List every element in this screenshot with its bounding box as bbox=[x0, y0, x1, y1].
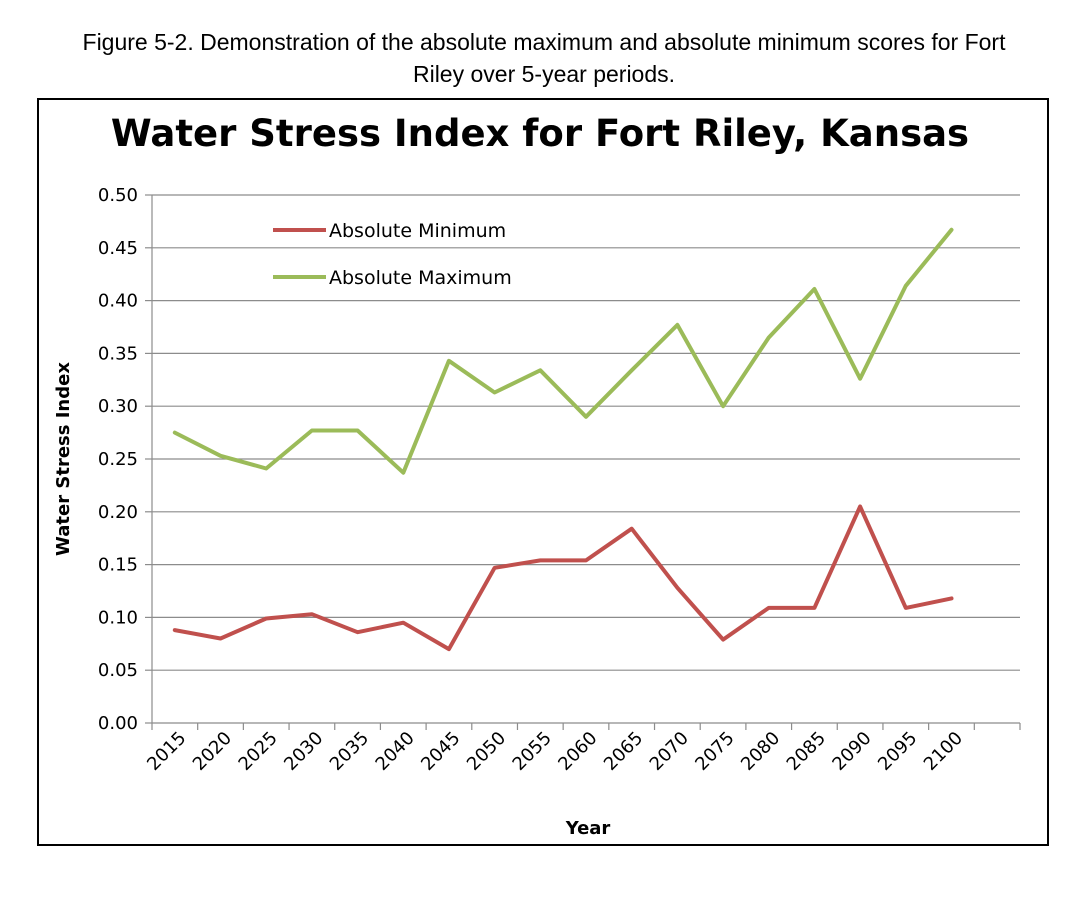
x-tick-label: 2015 bbox=[143, 728, 190, 775]
chart-frame bbox=[37, 98, 1049, 846]
x-tick-labels: 2015202020252030203520402045205020552060… bbox=[143, 728, 967, 775]
x-tick-label: 2065 bbox=[600, 728, 647, 775]
legend-label-absolute-maximum: Absolute Maximum bbox=[329, 267, 512, 289]
x-tick-label: 2055 bbox=[509, 728, 556, 775]
x-tick-label: 2025 bbox=[235, 728, 282, 775]
caption-line-2: Riley over 5-year periods. bbox=[412, 61, 676, 87]
x-tick-label: 2040 bbox=[372, 728, 419, 775]
x-tick-label: 2030 bbox=[280, 728, 327, 775]
x-tick-label: 2095 bbox=[874, 728, 921, 775]
x-tick-label: 2035 bbox=[326, 728, 373, 775]
axes bbox=[145, 194, 1021, 730]
x-tick-label: 2090 bbox=[828, 728, 875, 775]
y-tick-label: 0.00 bbox=[98, 713, 138, 734]
series-line-absolute-maximum bbox=[172, 227, 954, 475]
series-lines bbox=[172, 227, 954, 652]
y-axis-title: Water Stress Index bbox=[53, 362, 74, 556]
legend: Absolute Minimum Absolute Maximum bbox=[273, 220, 512, 289]
series-line-absolute-minimum bbox=[172, 504, 954, 652]
y-tick-label: 0.40 bbox=[98, 291, 138, 312]
x-tick-label: 2020 bbox=[189, 728, 236, 775]
figure-caption: Figure 5-2. Demonstration of the absolut… bbox=[10, 26, 1078, 90]
x-tick-label: 2050 bbox=[463, 728, 510, 775]
x-tick-label: 2085 bbox=[783, 728, 830, 775]
y-tick-label: 0.35 bbox=[98, 343, 138, 364]
x-axis-title: Year bbox=[565, 818, 611, 839]
chart-title: Water Stress Index for Fort Riley, Kansa… bbox=[111, 112, 969, 155]
y-tick-label: 0.30 bbox=[98, 396, 138, 417]
caption-line-1: Figure 5-2. Demonstration of the absolut… bbox=[82, 29, 1006, 55]
y-tick-label: 0.50 bbox=[98, 185, 138, 206]
y-tick-label: 0.20 bbox=[98, 502, 138, 523]
x-tick-label: 2080 bbox=[737, 728, 784, 775]
y-tick-labels: 0.00 0.05 0.10 0.15 0.20 0.25 0.30 0.35 0.40 0.45… bbox=[98, 185, 138, 734]
y-tick-label: 0.10 bbox=[98, 607, 138, 628]
x-tick-label: 2075 bbox=[691, 728, 738, 775]
x-tick-label: 2100 bbox=[920, 728, 967, 775]
x-tick-label: 2060 bbox=[554, 728, 601, 775]
y-tick-label: 0.25 bbox=[98, 449, 138, 470]
gridlines bbox=[152, 194, 1020, 671]
x-tick-label: 2045 bbox=[417, 728, 464, 775]
legend-label-absolute-minimum: Absolute Minimum bbox=[329, 220, 506, 242]
y-tick-label: 0.15 bbox=[98, 555, 138, 576]
y-tick-label: 0.05 bbox=[98, 660, 138, 681]
x-tick-label: 2070 bbox=[646, 728, 693, 775]
y-tick-label: 0.45 bbox=[98, 238, 138, 259]
